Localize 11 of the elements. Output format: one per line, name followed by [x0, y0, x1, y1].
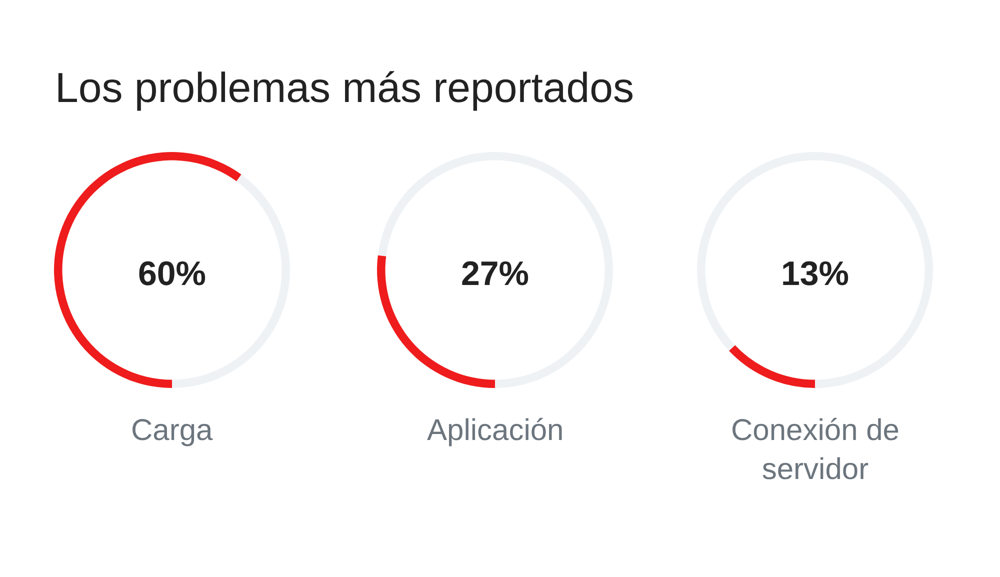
slice-label: Conexión de servidor [731, 414, 900, 486]
donut-slice [728, 345, 815, 388]
data-label: 13% [780, 255, 850, 293]
slice-label: Aplicación [427, 414, 564, 447]
data-label: 27% [460, 255, 530, 293]
donut-slice [54, 152, 242, 388]
data-label: 60% [138, 255, 206, 293]
donut-slice [378, 152, 613, 388]
slice-label: Carga [131, 414, 214, 447]
chart-title: Los problemas más reportados [55, 64, 634, 111]
donut-slice [697, 152, 933, 388]
